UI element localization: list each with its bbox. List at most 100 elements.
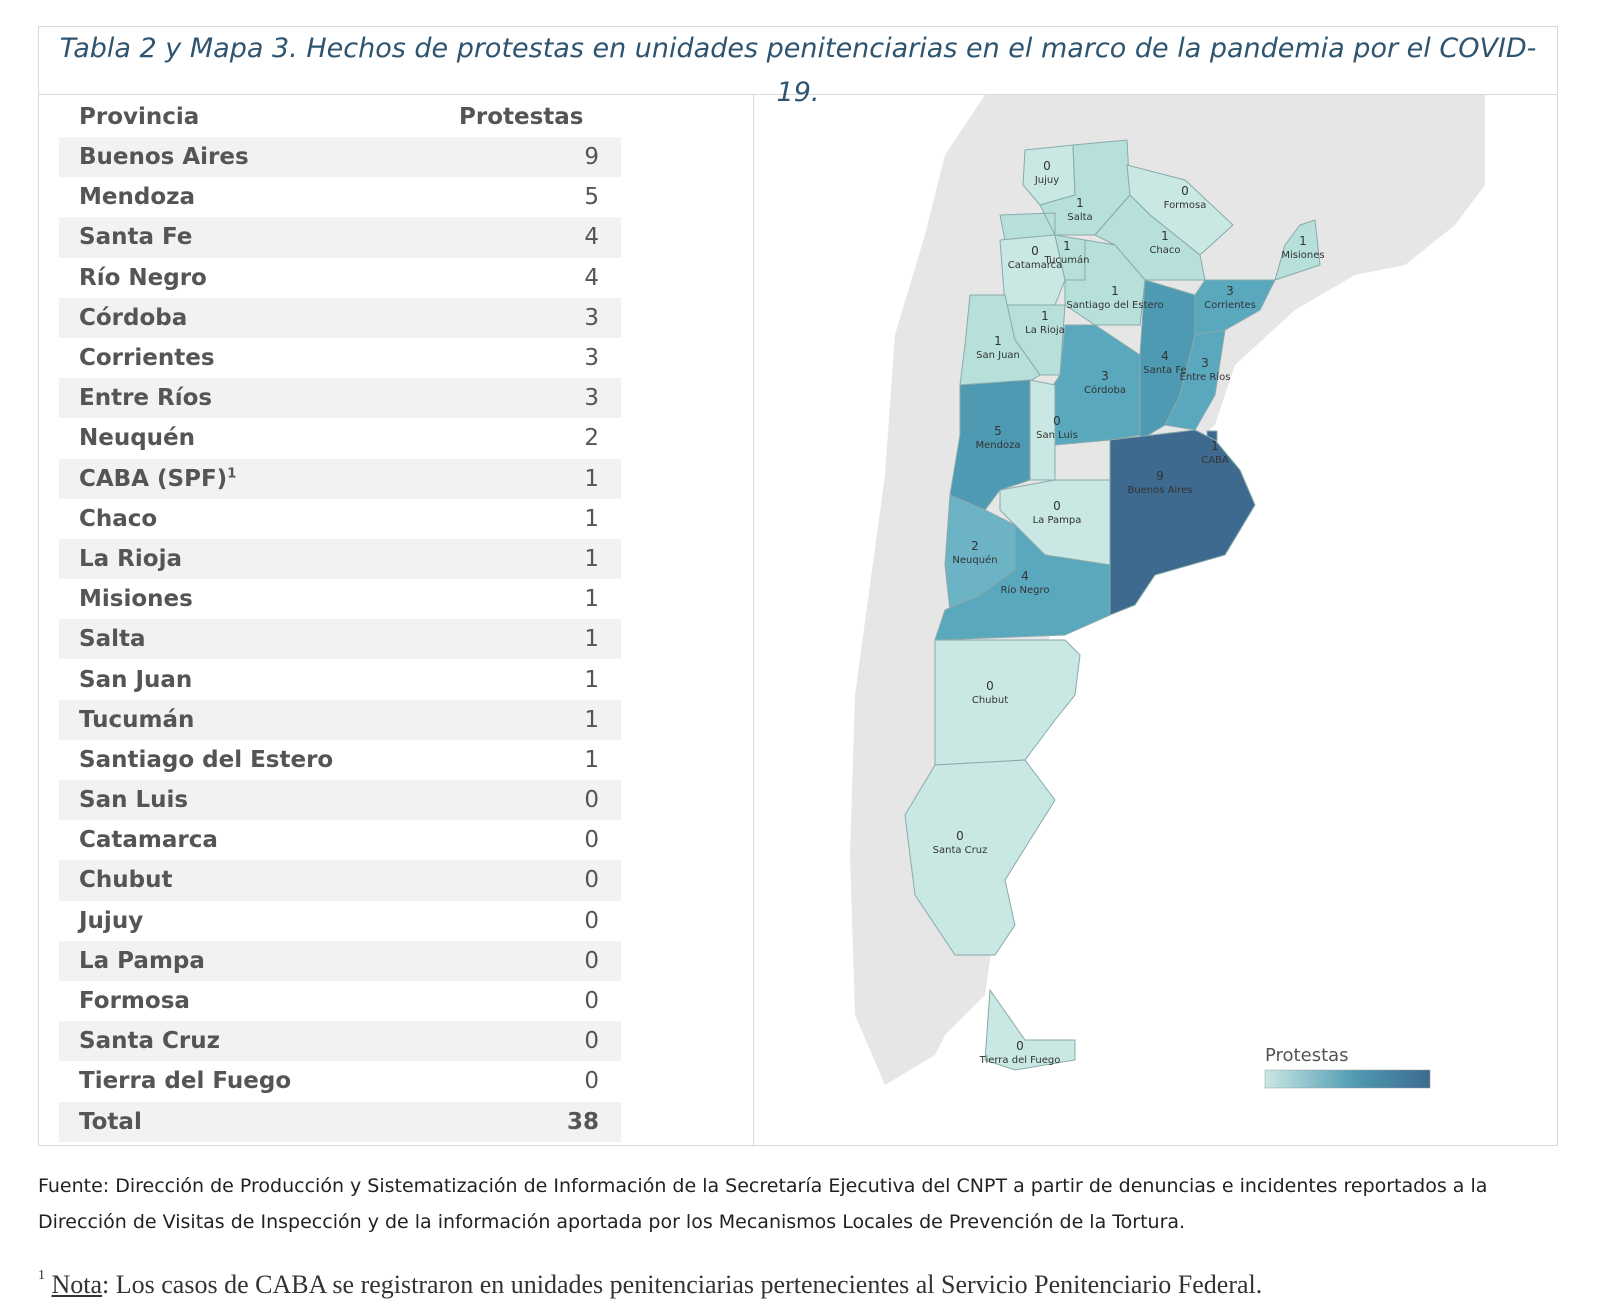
protest-count: 1 (584, 465, 599, 492)
province-name: Tucumán (79, 706, 195, 733)
map-region-name: Santa Cruz (933, 845, 988, 856)
province-cell: Santa Cruz (59, 1028, 220, 1054)
province-cell: Río Negro (59, 265, 207, 291)
map-value-label: 4 (1161, 349, 1169, 363)
province-cell: San Juan (59, 667, 192, 693)
map-value-label: 0 (1043, 159, 1051, 173)
map-region-name: CABA (1201, 455, 1229, 466)
map-value-label: 2 (971, 539, 979, 553)
protest-count: 0 (584, 988, 599, 1015)
province-name: Misiones (79, 586, 193, 613)
province-cell: La Pampa (59, 948, 205, 974)
province-cell: La Rioja (59, 546, 182, 572)
region-buenosaires (1109, 429, 1256, 616)
map-value-label: 0 (1031, 244, 1039, 258)
table-row: Jujuy 0 (59, 901, 621, 941)
province-name: Corrientes (79, 345, 215, 372)
protest-count: 1 (584, 626, 599, 653)
province-name: Santa Fe (79, 224, 193, 251)
protest-count: 9 (584, 144, 599, 171)
map-value-label: 1 (1161, 229, 1169, 243)
map-region-name: San Juan (976, 350, 1020, 361)
protest-table: Provincia Protestas Buenos Aires 9 Mendoza… (59, 97, 621, 1142)
table-row: Neuquén 2 (59, 418, 621, 458)
province-name: Formosa (79, 988, 190, 1015)
map-value-label: 3 (1226, 284, 1234, 298)
province-cell: Santa Fe (59, 224, 192, 250)
table-row: Misiones 1 (59, 579, 621, 619)
province-name: Chubut (79, 867, 173, 894)
protest-count: 0 (584, 947, 599, 974)
map-region-name: Jujuy (1034, 175, 1059, 186)
map-value-label: 5 (994, 424, 1002, 438)
table-row: Mendoza 5 (59, 177, 621, 217)
map-region-name: Santa Fe (1143, 365, 1186, 376)
map-region-name: Catamarca (1008, 260, 1063, 271)
province-cell: Mendoza (59, 184, 195, 210)
province-cell: Corrientes (59, 345, 215, 371)
map-value-label: 1 (1111, 284, 1119, 298)
province-name: Neuquén (79, 425, 196, 452)
table-row: La Pampa 0 (59, 940, 621, 981)
table-row: Buenos Aires 9 (59, 137, 621, 178)
province-cell: Formosa (59, 988, 190, 1014)
province-cell: Córdoba (59, 305, 187, 331)
map-region-name: Neuquén (952, 554, 997, 566)
protest-count: 0 (584, 827, 599, 854)
table-row: CABA (SPF)1 1 (59, 458, 621, 499)
figure-frame: Tabla 2 y Mapa 3. Hechos de protestas en… (38, 26, 1558, 1147)
map-value-label: 0 (1053, 499, 1061, 513)
table-row: Río Negro 4 (59, 258, 621, 298)
protest-count: 0 (584, 1028, 599, 1055)
column-divider (753, 95, 754, 1147)
map-value-label: 0 (1181, 184, 1189, 198)
province-name: Chaco (79, 505, 158, 532)
map-region-name: Corrientes (1204, 300, 1256, 311)
province-name: La Rioja (79, 545, 182, 572)
choropleth-map: 0 Jujuy 1 Salta 0 Formosa 1 Chaco 1 Misiones 0 Cata… (755, 95, 1558, 1147)
map-value-label: 0 (956, 829, 964, 843)
map-value-label: 1 (1299, 234, 1307, 248)
map-region-name: Buenos Aires (1127, 485, 1192, 496)
table-row: Salta 1 (59, 619, 621, 660)
table-row: Córdoba 3 (59, 297, 621, 338)
protest-count: 1 (584, 586, 599, 613)
province-name: Buenos Aires (79, 144, 249, 171)
region-mendoza (949, 379, 1031, 511)
province-cell: Buenos Aires (59, 144, 249, 170)
province-name: Catamarca (79, 827, 218, 854)
header-province: Provincia (79, 104, 200, 130)
table-row: San Luis 0 (59, 780, 621, 821)
province-cell: CABA (SPF)1 (59, 466, 236, 492)
header-protests: Protestas (459, 104, 584, 130)
protest-count: 1 (584, 545, 599, 572)
map-labels: 0 Jujuy 1 Salta 0 Formosa 1 Chaco 1 Misiones 0 Cata… (933, 159, 1325, 1066)
province-name: Entre Ríos (79, 385, 213, 412)
map-region-name: La Pampa (1033, 515, 1082, 526)
map-value-label: 1 (1041, 309, 1049, 323)
total-value: 38 (566, 1108, 599, 1135)
map-region-name: Santiago del Estero (1066, 300, 1163, 311)
province-cell: Catamarca (59, 827, 218, 853)
province-name: CABA (SPF) (79, 465, 228, 492)
map-value-label: 3 (1101, 369, 1109, 383)
map-value-label: 0 (986, 679, 994, 693)
table-row: Catamarca 0 (59, 820, 621, 860)
table-total-row: Total 38 (59, 1101, 621, 1142)
map-region-name: Córdoba (1084, 384, 1126, 396)
province-cell: Santiago del Estero (59, 747, 333, 773)
protest-count: 3 (584, 345, 599, 372)
protest-count: 1 (584, 505, 599, 532)
province-cell: Jujuy (59, 908, 143, 934)
figure-title: Tabla 2 y Mapa 3. Hechos de protestas en… (39, 27, 1557, 108)
province-cell: Entre Ríos (59, 385, 212, 411)
map-value-label: 1 (1076, 196, 1084, 210)
protest-count: 1 (584, 666, 599, 693)
protest-count: 3 (584, 385, 599, 412)
map-svg: 0 Jujuy 1 Salta 0 Formosa 1 Chaco 1 Misiones 0 Cata… (850, 95, 1485, 1089)
protest-count: 0 (584, 787, 599, 814)
map-region-name: La Rioja (1025, 325, 1065, 336)
total-label: Total (79, 1108, 142, 1135)
protest-count: 0 (584, 1068, 599, 1095)
table-row: Santiago del Estero 1 (59, 740, 621, 780)
